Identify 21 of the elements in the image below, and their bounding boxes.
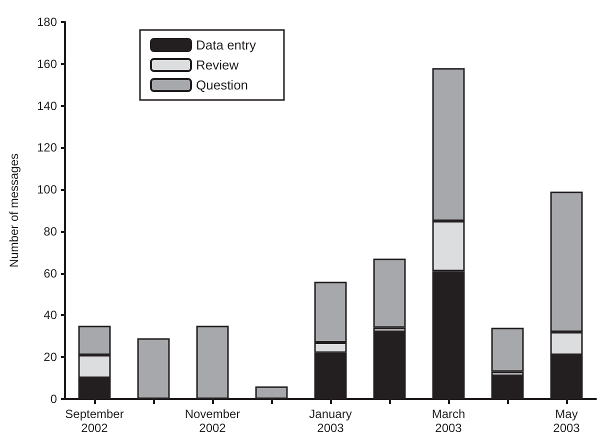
x-tick-label: May 2003 xyxy=(553,407,580,435)
x-tick-label: November 2002 xyxy=(184,407,240,435)
y-tick-label: 80 xyxy=(44,224,58,238)
y-tick-label: 20 xyxy=(44,350,58,364)
y-axis-title: Number of messages xyxy=(7,153,21,268)
y-tick-label: 140 xyxy=(36,98,58,113)
bar xyxy=(491,328,524,372)
y-tick-label: 180 xyxy=(36,15,58,29)
y-tick-label: 100 xyxy=(36,182,58,197)
x-tick-label: January 2003 xyxy=(309,407,352,435)
y-tick-label: 60 xyxy=(44,266,58,280)
y-tick-label: 40 xyxy=(44,308,58,322)
y-tick-label: 0 xyxy=(50,392,58,406)
y-tick-label: 120 xyxy=(36,140,58,155)
x-tick-label: September 2002 xyxy=(65,407,124,435)
x-tick-label: March 2003 xyxy=(432,407,466,435)
legend-label: Data entry xyxy=(196,38,256,52)
legend-label: Question xyxy=(196,78,248,92)
legend-label: Review xyxy=(196,58,240,72)
y-tick-label: 160 xyxy=(36,56,58,71)
bar xyxy=(373,258,406,328)
